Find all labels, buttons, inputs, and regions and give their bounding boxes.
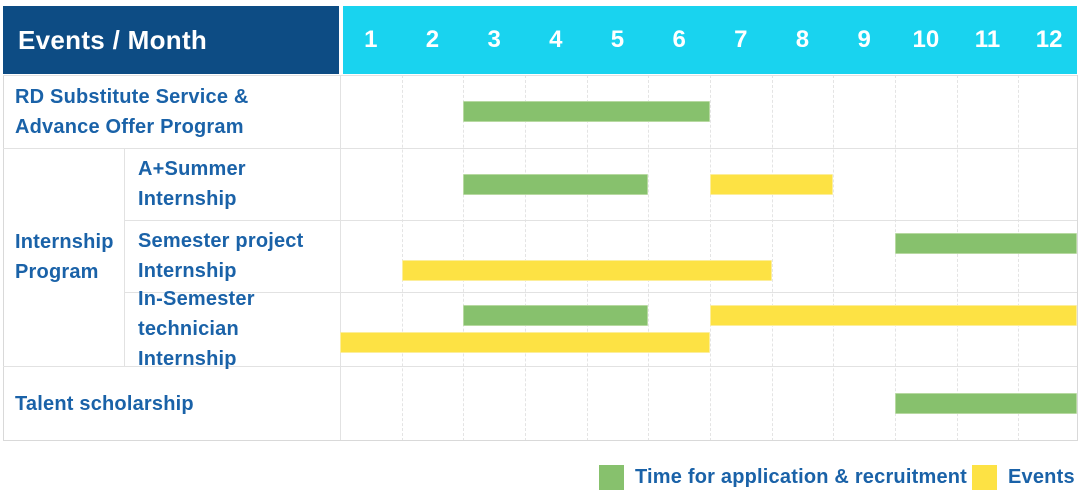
in-semester-technician-internship-bar-event — [710, 305, 1077, 326]
month-header-11: 11 — [974, 26, 1001, 53]
month-gridline — [1018, 75, 1020, 441]
month-header-8: 8 — [795, 26, 810, 53]
a-plus-summer-internship-label: A+Summer Internship — [124, 148, 340, 220]
legend-label-application: Time for application & recruitment — [635, 466, 968, 488]
sublabel-divider — [124, 148, 125, 366]
month-header-band — [343, 6, 1077, 74]
month-header-2: 2 — [425, 26, 440, 53]
a-plus-summer-internship-label-line: Internship — [138, 188, 237, 210]
month-header-9: 9 — [857, 26, 871, 53]
month-gridline — [586, 75, 588, 441]
semester-project-internship-bar-event — [401, 260, 772, 281]
events-month-header-label: Events / Month — [18, 24, 208, 55]
month-header-4: 4 — [549, 26, 563, 53]
month-header-6: 6 — [672, 26, 686, 53]
in-semester-technician-internship-label-line: technician Internship — [138, 318, 239, 370]
talent-scholarship-label: Talent scholarship — [3, 366, 340, 441]
month-gridline — [463, 75, 465, 441]
month-header-3: 3 — [487, 26, 501, 53]
month-gridline — [525, 75, 526, 441]
table-bottom-border — [3, 440, 1077, 441]
month-gridline — [895, 75, 896, 441]
in-semester-technician-internship-bar-application — [463, 305, 649, 326]
talent-scholarship-label-line: Talent scholarship — [15, 392, 194, 415]
legend-item-event: Events — [972, 465, 1075, 490]
month-gridline — [710, 75, 711, 441]
semester-project-internship-label-line: Internship — [138, 260, 237, 282]
a-plus-summer-internship-label-line: A+Summer — [138, 158, 246, 180]
legend-swatch-event — [972, 465, 997, 490]
table-left-border — [3, 75, 4, 441]
month-gridline — [956, 75, 958, 441]
semester-project-internship-label-line: Semester project — [138, 230, 304, 252]
row-separator — [3, 366, 1077, 367]
month-header-12: 12 — [1035, 26, 1063, 53]
talent-scholarship-bar-application — [895, 393, 1077, 414]
legend-label-event: Events — [1008, 466, 1075, 488]
semester-project-internship-label: Semester project Internship — [124, 220, 340, 292]
semester-project-internship-bar-application — [895, 233, 1077, 254]
rd-substitute-service-label: RD Substitute Service & Advance Offer Pro… — [3, 75, 340, 148]
month-header-7: 7 — [734, 26, 748, 53]
internship-program-group-label-line: Program — [15, 261, 99, 283]
internship-program-group-label: Internship Program — [3, 148, 124, 366]
table-right-border — [1077, 75, 1078, 441]
rd-substitute-service-bar-application — [463, 101, 710, 122]
row-separator — [124, 220, 1077, 221]
in-semester-technician-internship-label: In-Semester technician Internship — [124, 288, 340, 370]
row-separator — [3, 75, 1077, 76]
labels-grid-divider — [340, 75, 341, 441]
internship-program-group-label-line: Internship — [15, 231, 114, 253]
month-gridline — [401, 75, 403, 441]
legend-swatch-application — [599, 465, 624, 490]
row-separator — [124, 292, 1077, 293]
legend-item-application: Time for application & recruitment — [599, 465, 967, 490]
rd-substitute-service-label-line: RD Substitute Service & — [15, 85, 249, 108]
events-month-header-cell: Events / Month — [3, 6, 339, 74]
month-gridline — [833, 75, 835, 441]
in-semester-technician-internship-label-line: In-Semester — [138, 288, 255, 310]
a-plus-summer-internship-bar-event — [710, 174, 834, 195]
month-header-10: 10 — [912, 26, 940, 53]
month-header-5: 5 — [610, 26, 625, 53]
month-gridline — [648, 75, 650, 441]
month-header-1: 1 — [364, 26, 378, 53]
rd-substitute-service-label-line: Advance Offer Program — [15, 115, 244, 138]
in-semester-technician-internship-bar-event — [340, 332, 710, 353]
month-gridline — [771, 75, 773, 441]
a-plus-summer-internship-bar-application — [463, 174, 649, 195]
row-separator — [3, 148, 1077, 149]
